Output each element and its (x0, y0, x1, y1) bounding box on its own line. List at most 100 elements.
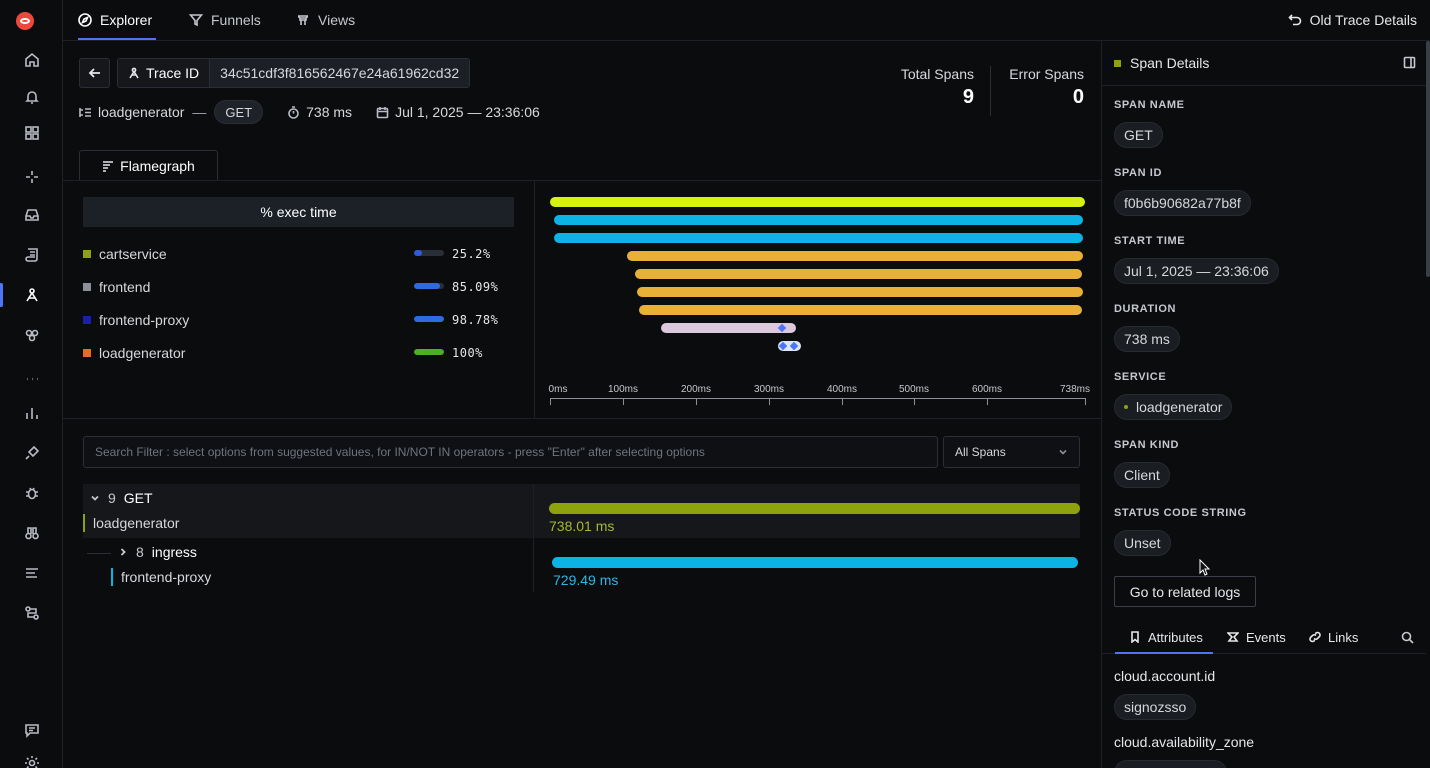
panel-toggle-icon[interactable] (1403, 56, 1416, 69)
service-color-swatch (83, 316, 91, 324)
binoculars-icon[interactable] (0, 518, 63, 548)
flame-span[interactable] (778, 341, 801, 351)
flame-span[interactable] (627, 251, 1083, 261)
exec-percent: 85.09% (452, 280, 499, 294)
service-name: loadgenerator (99, 345, 186, 361)
bar-chart-icon[interactable] (0, 398, 63, 428)
attribute-key: cloud.account.id (1114, 668, 1216, 684)
span-duration: 729.49 ms (553, 572, 619, 588)
axis-tick-label: 200ms (680, 384, 712, 395)
tab-events[interactable]: Events (1227, 621, 1286, 653)
home-icon[interactable] (0, 45, 63, 75)
field-label: STATUS CODE STRING (1114, 507, 1247, 519)
compass-icon (78, 13, 92, 27)
tab-attributes[interactable]: Attributes (1115, 621, 1213, 654)
waterfall-bar[interactable] (552, 557, 1078, 568)
trace-id-value[interactable]: 34c51cdf3f816562467e24a61962cd32 (210, 59, 470, 87)
waterfall-bar[interactable] (549, 503, 1080, 514)
trace-meta: loadgenerator — GET 738 ms Jul 1, 2025 —… (79, 99, 540, 125)
chat-icon[interactable] (0, 715, 63, 745)
exec-percent: 98.78% (452, 313, 499, 327)
sidebar (0, 0, 63, 768)
axis-tick (769, 398, 770, 405)
axis-tick-label: 600ms (971, 384, 1003, 395)
tab-views[interactable]: Views (296, 0, 355, 40)
tab-links[interactable]: Links (1309, 621, 1358, 653)
search-filter-input[interactable]: Search Filter : select options from sugg… (83, 436, 938, 468)
signoz-logo[interactable] (16, 12, 34, 30)
chevron-right-icon[interactable] (118, 547, 128, 557)
logs-icon[interactable] (0, 240, 63, 270)
flamegraph-icon (103, 161, 114, 172)
service-exec-row[interactable]: loadgenerator 100% (83, 343, 514, 363)
inbox-icon[interactable] (0, 200, 63, 230)
scrollbar[interactable] (1426, 41, 1430, 277)
tab-explorer[interactable]: Explorer (78, 0, 156, 40)
axis-tick (550, 398, 551, 405)
flame-span[interactable] (550, 197, 1085, 207)
chevron-down-icon[interactable] (90, 493, 100, 503)
field-value: Jul 1, 2025 — 23:36:06 (1114, 258, 1279, 284)
bug-icon[interactable] (0, 478, 63, 508)
flame-span[interactable] (661, 323, 796, 333)
field-value: GET (1114, 122, 1163, 148)
related-logs-button[interactable]: Go to related logs (1114, 576, 1256, 607)
flame-span[interactable] (639, 305, 1082, 315)
exec-percent: 100% (452, 346, 483, 360)
service-exec-row[interactable]: frontend-proxy 98.78% (83, 310, 514, 330)
trace-icon (129, 67, 139, 79)
flame-span[interactable] (554, 215, 1083, 225)
span-type-select[interactable]: All Spans (943, 436, 1080, 468)
trace-id-box: Trace ID 34c51cdf3f816562467e24a61962cd3… (117, 58, 471, 88)
workflow-icon[interactable] (0, 598, 63, 628)
bell-icon[interactable] (0, 82, 63, 112)
field-value: Unset (1114, 530, 1171, 556)
axis-tick (696, 398, 697, 405)
timer-icon (288, 105, 299, 119)
exec-progress-bar (414, 250, 444, 256)
trace-duration: 738 ms (306, 104, 353, 120)
service-exec-row[interactable]: frontend 85.09% (83, 277, 514, 297)
flame-span[interactable] (635, 269, 1082, 279)
more-icon[interactable] (0, 364, 63, 394)
method-badge: GET (214, 100, 264, 124)
trace-timestamp: Jul 1, 2025 — 23:36:06 (395, 104, 540, 120)
old-trace-details-link[interactable]: Old Trace Details (1287, 0, 1417, 40)
service-exec-row[interactable]: cartservice 25.2% (83, 244, 514, 264)
attribute-value[interactable] (1114, 760, 1227, 768)
trace-service: loadgenerator (98, 104, 185, 120)
exec-progress-bar (414, 316, 444, 322)
views-icon (298, 15, 308, 25)
settings-icon[interactable] (0, 748, 63, 768)
total-spans-stat: Total Spans 9 (900, 66, 974, 108)
tab-funnels[interactable]: Funnels (189, 0, 261, 40)
traces-icon[interactable] (0, 280, 63, 310)
field-value: 738 ms (1114, 326, 1180, 352)
attribute-value[interactable]: signozsso (1114, 694, 1197, 720)
list-icon[interactable] (0, 558, 63, 588)
span-row-get[interactable]: 9 GET (90, 490, 153, 506)
axis-tick-label: 738ms (1059, 384, 1091, 395)
search-icon[interactable] (1401, 631, 1414, 644)
plug-icon[interactable] (0, 438, 63, 468)
flame-span[interactable] (637, 287, 1083, 297)
grid-icon[interactable] (0, 118, 63, 148)
calendar-icon (376, 106, 389, 118)
events-icon (1227, 632, 1239, 642)
cluster-icon[interactable] (0, 320, 63, 350)
arrow-left-icon (88, 68, 100, 78)
field-label: DURATION (1114, 303, 1177, 315)
axis-tick-label: 0ms (548, 384, 568, 395)
span-details-panel: Span Details SPAN NAME GET SPAN ID f0b6b… (1101, 41, 1430, 768)
sparkle-icon[interactable] (0, 162, 63, 192)
field-label: SERVICE (1114, 371, 1167, 383)
service-color-swatch (83, 283, 91, 291)
axis-tick-label: 300ms (753, 384, 785, 395)
service-name: cartservice (99, 246, 167, 262)
flame-span[interactable] (554, 233, 1083, 243)
back-button[interactable] (79, 58, 110, 88)
span-row-ingress[interactable]: 8 ingress (118, 544, 197, 560)
top-navigation: Explorer Funnels Views Old Trace Details (63, 0, 1430, 41)
tab-flamegraph[interactable]: Flamegraph (79, 150, 218, 181)
